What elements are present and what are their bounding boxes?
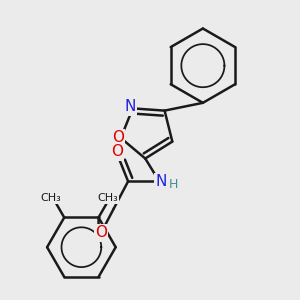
Text: H: H	[168, 178, 178, 191]
Text: O: O	[95, 225, 107, 240]
Text: CH₃: CH₃	[41, 193, 62, 203]
Text: N: N	[124, 100, 136, 115]
Text: N: N	[155, 174, 167, 189]
Text: O: O	[112, 130, 124, 146]
Text: CH₃: CH₃	[98, 193, 118, 203]
Text: O: O	[111, 144, 123, 159]
